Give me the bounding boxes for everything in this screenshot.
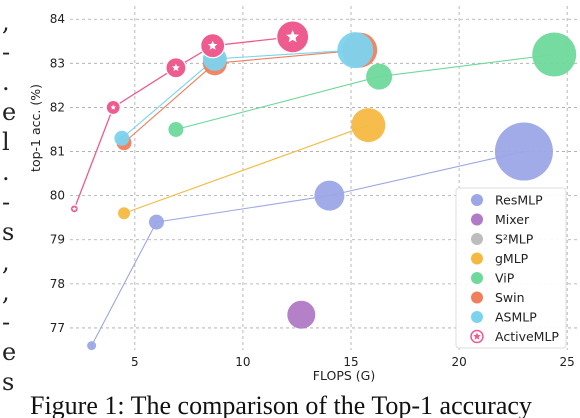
point-resmlp — [87, 341, 97, 351]
legend: ResMLP Mixer S²MLP gMLP ViP Swin ASMLP ActiveML… — [455, 187, 567, 349]
legend-label-smlp: S²MLP — [495, 232, 534, 247]
margin-fragment: - — [2, 38, 10, 66]
margin-fragment: , — [2, 278, 10, 306]
legend-marker-mixer — [471, 213, 483, 226]
y-tick-label: 80 — [50, 189, 65, 203]
margin-fragment: - — [2, 308, 10, 336]
point-vip — [366, 63, 393, 90]
point-asmlp — [337, 32, 374, 69]
legend-marker-resmlp — [471, 194, 483, 206]
margin-fragment: s — [2, 368, 14, 396]
x-tick-label: 25 — [560, 355, 575, 369]
margin-fragment: , — [2, 248, 10, 276]
point-gmlp — [118, 207, 131, 220]
point-resmlp — [148, 214, 164, 230]
legend-label-asmlp: ASMLP — [495, 310, 537, 325]
y-tick-label: 78 — [50, 277, 65, 291]
x-tick-label: 20 — [451, 355, 466, 369]
legend-marker-asmlp — [471, 311, 483, 323]
legend-label-swin: Swin — [495, 290, 525, 305]
point-resmlp — [494, 122, 553, 181]
y-tick-label: 77 — [50, 321, 65, 335]
x-axis-label: FLOPS (G) — [313, 368, 375, 383]
left-margin-fragments: ,-.el.-s,,-es — [2, 8, 16, 396]
legend-label-mixer: Mixer — [495, 212, 530, 227]
tick-labels: 5 10 15 20 25 77 78 79 80 81 82 83 84 — [50, 12, 575, 369]
margin-fragment: - — [2, 188, 10, 216]
y-tick-label: 84 — [50, 12, 65, 26]
margin-fragment: e — [2, 98, 16, 126]
series-line-resmlp — [91, 150, 525, 346]
legend-label-vip: ViP — [495, 271, 515, 286]
legend-label-activemlp: ActiveMLP — [495, 329, 559, 344]
margin-fragment: , — [2, 8, 10, 36]
y-tick-label: 79 — [50, 233, 65, 247]
star-icon — [473, 332, 481, 340]
series-points — [69, 20, 577, 351]
series-line-gmlp — [123, 124, 369, 214]
point-resmlp — [314, 180, 345, 211]
legend-marker-swin — [471, 291, 483, 304]
star-marker-icon — [207, 40, 218, 50]
margin-fragment: . — [2, 158, 10, 186]
point-vip — [532, 32, 577, 77]
star-marker-icon — [286, 30, 300, 43]
margin-fragment: s — [2, 218, 14, 246]
y-tick-label: 81 — [50, 145, 65, 159]
point-mixer — [287, 300, 316, 329]
point-asmlp — [114, 130, 130, 146]
star-marker-icon — [171, 63, 180, 72]
x-tick-label: 5 — [131, 355, 139, 369]
y-tick-label: 82 — [50, 100, 65, 114]
legend-label-gmlp: gMLP — [495, 251, 529, 266]
legend-box — [455, 187, 567, 349]
figure-caption: Figure 1: The comparison of the Top-1 ac… — [30, 391, 532, 418]
margin-fragment: . — [2, 68, 10, 96]
x-tick-label: 15 — [343, 355, 358, 369]
point-gmlp — [351, 108, 386, 143]
legend-marker-vip — [471, 272, 483, 284]
margin-fragment: l — [2, 128, 10, 156]
x-tick-label: 10 — [235, 355, 250, 369]
legend-marker-smlp — [471, 233, 483, 245]
point-vip — [168, 121, 184, 137]
legend-marker-gmlp — [471, 252, 483, 265]
star-marker-icon — [71, 206, 77, 211]
y-axis-label: top-1 acc. (%) — [28, 84, 43, 172]
margin-fragment: e — [2, 338, 16, 366]
y-tick-label: 83 — [50, 56, 65, 70]
star-marker-icon — [110, 104, 117, 110]
legend-label-resmlp: ResMLP — [495, 193, 543, 208]
